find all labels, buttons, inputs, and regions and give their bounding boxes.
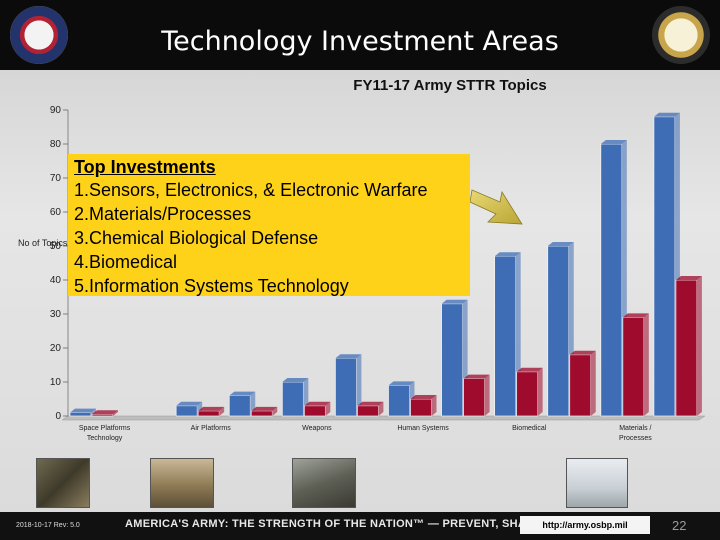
bar-top [335,354,362,359]
callout-item-3: 3.Chemical Biological Defense [74,228,319,248]
callout-item-5: 5.Information Systems Technology [74,276,349,296]
bar [569,354,592,417]
page-number: 22 [672,518,687,533]
army-seal-logo-right [652,6,710,64]
bar-side [537,367,543,416]
bar [250,410,273,417]
y-tick-label: 50 [50,241,62,252]
bar-side [219,406,225,416]
y-tick-label: 80 [50,139,62,150]
bar-top [176,401,203,406]
bar-top [675,276,702,280]
y-tick-label: 0 [55,411,61,422]
x-tick-label: Human Systems [397,425,449,432]
y-tick-label: 60 [50,207,62,218]
bar-side [643,313,649,416]
y-tick-label: 20 [50,343,62,354]
callout-arrow-icon [470,189,523,225]
bar [357,405,379,417]
y-tick-label: 70 [50,173,62,184]
bar [281,381,304,417]
bar-top [494,252,521,257]
bar-side [696,276,702,416]
bar [441,303,463,417]
bar [388,385,410,417]
seal-logo-left [10,6,68,64]
bar-side [356,354,362,416]
bar-side [378,401,384,416]
slide-title: Technology Investment Areas [161,26,559,57]
footer-url-link[interactable]: http://army.osbp.mil [520,516,650,534]
x-tick-label: Materials / [619,425,651,432]
bar [494,255,517,417]
x-tick-label: Processes [619,435,652,442]
bar-top [388,381,415,386]
bar [91,413,114,417]
x-tick-label: Air Platforms [191,425,232,432]
bar-chart: 0 10 20 30 40 50 60 70 80 90 Space Platforms Techno… [50,105,706,442]
bar-top [70,408,96,413]
helicopter-photo [566,458,628,508]
troops-desert-photo [150,458,214,508]
bar-top [569,350,596,355]
bar [653,116,676,417]
bar [516,371,539,417]
top-investments-callout: Top Investments 1.Sensors, Electronics, … [68,154,470,296]
y-tick-label: 30 [50,309,62,320]
bar [175,405,198,417]
bar-top [282,378,309,382]
bar [410,398,432,417]
bar [547,245,570,417]
header-bar [0,0,720,70]
x-tick-label: Technology [87,435,123,442]
bar [197,410,220,417]
bar-top [653,112,680,117]
bar-top [441,299,468,304]
bar [228,395,251,417]
bar-top [547,242,574,246]
bar-side [590,350,596,416]
y-axis-title: No of Topics [18,238,68,248]
y-tick-label: 40 [50,275,62,286]
bar-top [357,401,384,406]
bar-side [272,406,278,416]
bar [622,317,645,417]
bar-side [484,374,490,416]
x-tick-label: Biomedical [512,425,547,432]
bar-side [325,401,331,416]
bar [303,405,326,417]
soldiers-photo [36,458,90,508]
bar [675,279,698,417]
footer-date-revision: 2018-10-17 Rev: 5.0 [16,522,80,529]
vehicle-crew-photo [292,458,356,508]
callout-title: Top Investments [74,157,216,177]
bar-top [92,410,118,415]
callout-item-1: 1.Sensors, Electronics, & Electronic War… [74,180,428,200]
bar-top [251,406,278,411]
bar [69,412,92,417]
bar [463,378,485,417]
callout-item-4: 4.Biomedical [74,252,178,272]
bar-top [600,140,627,144]
bar-top [463,374,490,379]
bar-top [516,367,543,372]
bar-top [198,406,225,411]
bar-top [622,313,649,318]
bar-side [431,395,437,416]
bar-top [304,401,331,406]
x-tick-label: Weapons [302,425,332,432]
chart-floor [61,415,706,421]
callout-item-2: 2.Materials/Processes [74,204,252,224]
bar [600,143,623,417]
chart-title: FY11-17 Army STTR Topics [353,77,547,94]
y-tick-label: 10 [50,377,62,388]
y-tick-label: 90 [50,105,62,116]
bar [335,357,357,417]
bar-top [410,395,437,399]
bar-side [113,410,118,416]
bar-top [229,391,256,396]
x-tick-label: Space Platforms [79,425,131,432]
footer-motto: AMERICA'S ARMY: THE STRENGTH OF THE NATI… [125,518,571,530]
